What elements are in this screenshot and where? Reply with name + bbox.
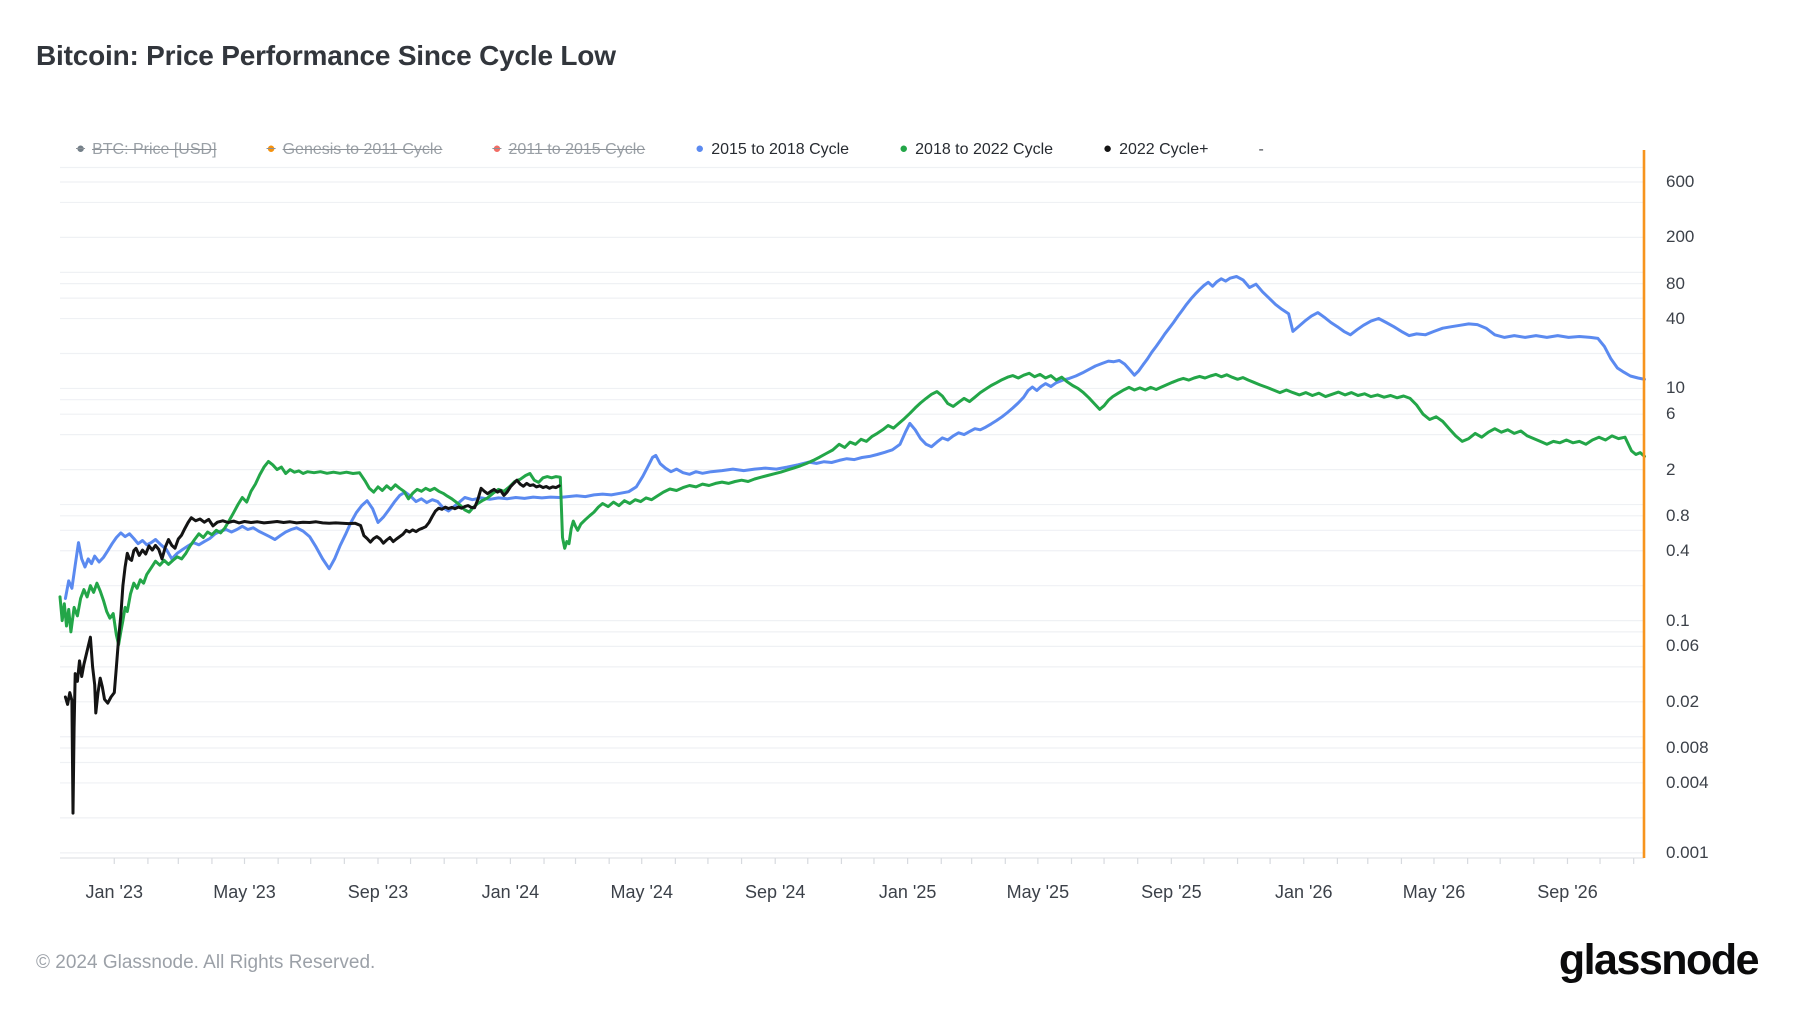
legend-dot-icon: ● — [1103, 140, 1113, 157]
y-axis-label: 6 — [1666, 404, 1676, 424]
legend-dot-icon: ● — [492, 140, 502, 157]
y-axis-label: 0.004 — [1666, 772, 1709, 792]
x-axis-label: Sep '23 — [347, 882, 409, 902]
x-axis-label: Sep '25 — [1141, 882, 1202, 902]
legend-label: 2022 Cycle+ — [1119, 141, 1209, 158]
y-axis-label: 0.8 — [1666, 505, 1690, 525]
y-axis-label: 0.001 — [1666, 842, 1709, 862]
legend-label: 2011 to 2015 Cycle — [508, 141, 646, 158]
copyright-text: © 2024 Glassnode. All Rights Reserved. — [36, 952, 376, 973]
legend-item-btc-price-usd[interactable]: ● BTC: Price [USD] — [76, 140, 217, 159]
y-axis-label: 0.1 — [1666, 610, 1690, 630]
legend-label: 2015 to 2018 Cycle — [711, 141, 850, 158]
legend-item-2015-to-2018-cycle[interactable]: ● 2015 to 2018 Cycle — [695, 140, 849, 159]
legend-label: Genesis to 2011 Cycle — [282, 141, 443, 158]
legend-dot-icon: ● — [266, 140, 276, 157]
page-title: Bitcoin: Price Performance Since Cycle L… — [36, 40, 616, 71]
series-line-2018-to-2022-cycle — [58, 371, 1646, 647]
x-axis-label: May '26 — [1402, 882, 1466, 902]
x-axis-label: May '24 — [610, 882, 673, 902]
glassnode-logo[interactable]: glassnode — [1558, 936, 1760, 984]
y-axis-label: 200 — [1666, 227, 1695, 247]
legend-dot-icon: ● — [899, 140, 909, 157]
series-line-2022-cycle — [63, 478, 561, 815]
y-axis-label: 10 — [1666, 378, 1685, 398]
series-line-2015-to-2018-cycle — [63, 275, 1646, 600]
legend-item-2022-cycle[interactable]: ● 2022 Cycle+ — [1103, 140, 1208, 159]
legend-item-genesis-to-2011-cycle[interactable]: ● Genesis to 2011 Cycle — [267, 140, 443, 159]
legend-label: 2018 to 2022 Cycle — [915, 141, 1054, 158]
y-axis-label: 0.4 — [1666, 540, 1690, 560]
y-axis-label: 0.008 — [1666, 737, 1709, 757]
y-axis-label: 600 — [1666, 172, 1695, 191]
x-axis-label: Jan '25 — [878, 882, 937, 902]
y-axis-label: 0.06 — [1666, 636, 1700, 656]
x-axis-label: Jan '23 — [85, 882, 143, 902]
x-axis-label: Jan '24 — [481, 882, 540, 902]
legend-item-2018-to-2022-cycle[interactable]: ● 2018 to 2022 Cycle — [899, 140, 1053, 159]
chart-legend: ● BTC: Price [USD] ● Genesis to 2011 Cycle ●… — [76, 140, 1264, 159]
x-axis-label: May '25 — [1006, 882, 1070, 902]
y-axis-label: 80 — [1666, 273, 1685, 293]
y-axis-label: 2 — [1666, 459, 1676, 479]
legend-item-placeholder[interactable]: - — [1258, 141, 1263, 159]
x-axis-label: Sep '24 — [744, 882, 806, 902]
legend-label: - — [1258, 140, 1264, 158]
x-axis-label: Jan '26 — [1275, 882, 1333, 902]
legend-item-2011-to-2015-cycle[interactable]: ● 2011 to 2015 Cycle — [492, 140, 645, 159]
x-axis-label: May '23 — [213, 882, 276, 902]
legend-label: BTC: Price [USD] — [92, 141, 217, 158]
legend-dot-icon: ● — [76, 140, 86, 157]
x-axis-label: Sep '26 — [1537, 882, 1598, 902]
legend-dot-icon: ● — [695, 140, 705, 157]
y-axis-label: 40 — [1666, 308, 1685, 328]
y-axis-label: 0.02 — [1666, 691, 1700, 711]
